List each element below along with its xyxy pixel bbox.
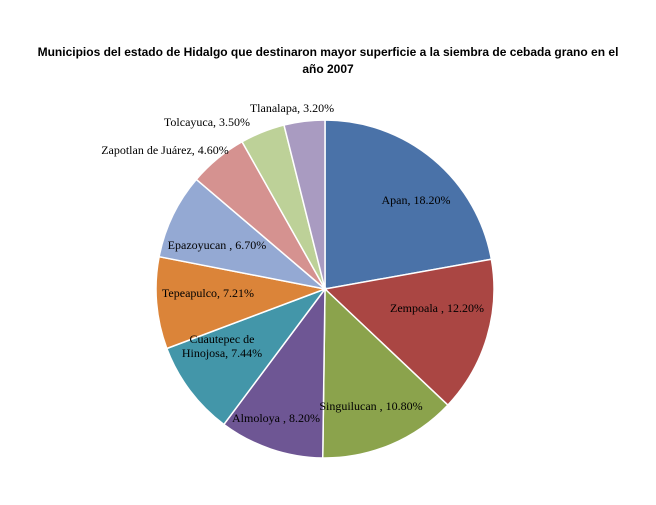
- data-label-tepeapulco: Tepeapulco, 7.21%: [162, 286, 254, 300]
- chart-title-line-1: Municipios del estado de Hidalgo que des…: [37, 45, 619, 59]
- pie-slice-tepeapulco: [155, 255, 328, 350]
- pie-slice-epazoyucan: [158, 178, 328, 291]
- data-label-apan: Apan, 18.20%: [382, 193, 451, 207]
- data-label-almoloya: Almoloya , 8.20%: [232, 411, 320, 425]
- chart-title: Municipios del estado de Hidalgo que des…: [20, 44, 636, 78]
- data-label-cuautepec-de-hinojosa: Cuautepec de Hinojosa, 7.44%: [182, 332, 262, 360]
- pie-slice-zempoala: [323, 258, 495, 407]
- pie-slice-almoloya: [222, 286, 326, 459]
- pie-slice-cuautepec-de-hinojosa: [165, 287, 328, 426]
- pie-slice-singuilucan: [321, 287, 449, 459]
- data-label-tlanalapa: Tlanalapa, 3.20%: [250, 101, 334, 115]
- data-label-zapotlan-de-ju-rez: Zapotlan de Juárez, 4.60%: [101, 143, 229, 157]
- data-label-zempoala: Zempoala , 12.20%: [390, 301, 484, 315]
- pie-slice-tlanalapa: [283, 119, 326, 290]
- data-label-tolcayuca: Tolcayuca, 3.50%: [164, 115, 250, 129]
- pie-slice-apan: [324, 119, 493, 290]
- chart-title-line-2: año 2007: [302, 62, 354, 76]
- data-label-epazoyucan: Epazoyucan , 6.70%: [168, 238, 267, 252]
- data-label-singuilucan: Singuilucan , 10.80%: [319, 399, 422, 413]
